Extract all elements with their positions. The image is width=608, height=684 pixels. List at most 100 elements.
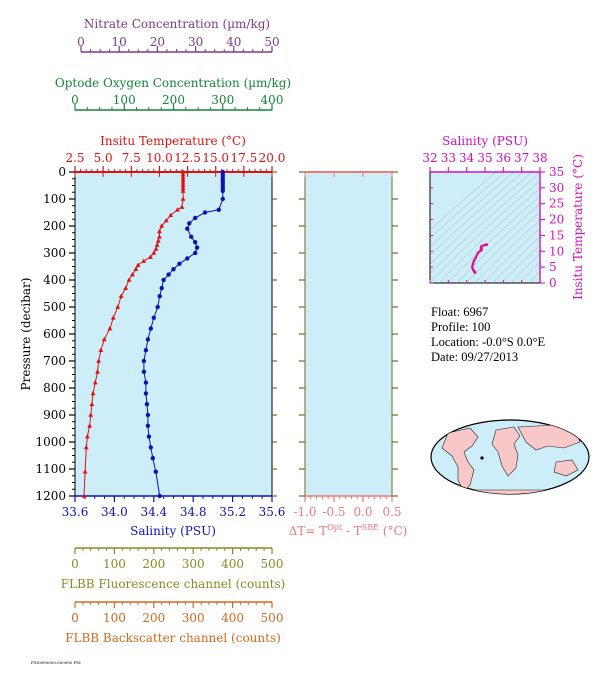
salinity-point	[155, 304, 160, 310]
flbb-fluorescence-tick-label: 0	[71, 557, 79, 571]
profile-panel: 2.5 5.0 7.5 10.0 12.5 15.0 17.5 20.0 0 100 200 300…	[35, 151, 285, 519]
pressure-tick-label: 900	[43, 408, 66, 422]
ts-salinity-tick-label: 35	[477, 151, 492, 165]
location: Location: -0.0°S 0.0°E	[431, 335, 546, 349]
temperature-point	[180, 172, 186, 177]
salinity-point	[185, 226, 190, 231]
temperature-tick-label: 12.5	[174, 151, 201, 165]
oxygen-axis-label: Optode Oxygen Concentration (µm/kg)	[55, 76, 291, 90]
temperature-series	[81, 169, 186, 498]
delta-t-panel-background	[304, 171, 393, 497]
salinity-point	[159, 285, 164, 291]
flbb-fluorescence-tick-label: 300	[182, 557, 205, 571]
temperature-point	[180, 196, 186, 201]
temperature-point	[126, 277, 132, 282]
temperature-point	[96, 358, 102, 363]
temperature-tick-label: 10.0	[146, 151, 173, 165]
isopycnal-curve	[430, 172, 515, 248]
ts-profile-point	[471, 262, 475, 266]
ts-temperature-tick-label: 20	[549, 213, 564, 227]
temperature-point	[110, 315, 116, 320]
pressure-tick-label: 200	[43, 219, 66, 233]
ts-profile-point	[470, 265, 474, 269]
temperature-point	[101, 336, 107, 342]
temperature-point	[135, 262, 141, 267]
temperature-point	[180, 180, 186, 185]
salinity-point	[148, 445, 153, 450]
temperature-point	[180, 182, 186, 188]
temperature-point	[180, 177, 186, 182]
temperature-point	[90, 390, 96, 396]
temperature-axis-label: Insitu Temperature (°C)	[100, 134, 246, 148]
delta-t-label-mid: - T	[342, 524, 362, 538]
delta-t-label-sup2: SBE	[362, 523, 379, 532]
temperature-point	[155, 238, 161, 243]
salinity-tick-label: 34.4	[140, 505, 167, 519]
flbb-backscatter-tick-label: 0	[71, 611, 79, 625]
nitrate-axis: Nitrate Concentration (µm/kg) 0 10 20 30 40 5…	[77, 17, 280, 53]
profile-panel-background	[74, 171, 273, 497]
temperature-point	[180, 169, 186, 174]
flbb-fluorescence-axis: 0 100 200 300 400 500 FLBB Fluorescence chann…	[61, 547, 286, 591]
salinity-point	[141, 358, 147, 364]
salinity-point	[157, 493, 162, 499]
ts-salinity-tick-label: 36	[496, 151, 511, 165]
flbb-backscatter-tick-label: 300	[182, 611, 205, 625]
salinity-point	[171, 267, 176, 272]
ts-temperature-tick-label: 25	[549, 197, 564, 211]
nitrate-tick-label: 0	[77, 35, 85, 49]
flbb-fluorescence-axis-label: FLBB Fluorescence channel (counts)	[61, 577, 286, 591]
temperature-point	[82, 469, 88, 474]
temperature-point	[175, 207, 180, 212]
salinity-point	[216, 207, 221, 212]
ts-profile-point	[474, 256, 478, 259]
temperature-point	[148, 254, 153, 259]
salinity-point	[177, 261, 182, 266]
profile-number: Profile: 100	[431, 320, 490, 334]
delta-t-label-end: (°C)	[379, 524, 407, 538]
pressure-tick-label: 0	[58, 165, 66, 179]
temperature-point	[180, 174, 186, 180]
salinity-point	[148, 326, 153, 331]
temperature-point	[115, 304, 121, 309]
delta-t-label-main: ΔT= T	[289, 524, 328, 538]
salinity-point	[193, 250, 198, 256]
salinity-tick-label: 34.0	[101, 505, 128, 519]
isopycnal-curve	[510, 253, 540, 283]
pressure-tick-label: 1100	[35, 462, 66, 476]
temperature-point	[107, 326, 113, 331]
salinity-point	[144, 402, 150, 407]
float-location-marker	[480, 456, 484, 460]
isopycnal-curve	[438, 187, 540, 283]
ts-salinity-tick-label: 38	[532, 151, 547, 165]
isopycnal-curve	[430, 172, 497, 231]
delta-t-axis-label: ΔT= TOpt - TSBE (°C)	[289, 523, 408, 538]
salinity-point	[189, 234, 194, 239]
flbb-backscatter-tick-label: 200	[142, 611, 165, 625]
salinity-point	[145, 337, 151, 342]
salinity-point	[193, 215, 198, 221]
salinity-point	[166, 272, 171, 277]
pressure-tick-label: 800	[43, 381, 66, 395]
ts-profile-point	[480, 244, 484, 248]
delta-t-tick-label: -1.0	[293, 505, 316, 519]
date: Date: 09/27/2013	[431, 350, 518, 364]
temperature-point	[163, 218, 169, 223]
oxygen-tick-label: 300	[211, 93, 234, 107]
pressure-tick-label: 700	[43, 354, 66, 368]
salinity-point	[143, 391, 149, 396]
temperature-point	[123, 285, 129, 290]
flbb-backscatter-tick-label: 400	[221, 611, 244, 625]
temperature-point	[81, 493, 87, 498]
salinity-point	[220, 196, 225, 202]
temperature-point	[151, 250, 157, 255]
nitrate-tick-label: 20	[150, 35, 165, 49]
ts-temperature-tick-label: 35	[549, 165, 564, 179]
ts-profile-series	[470, 243, 489, 274]
ts-profile-point	[471, 268, 475, 272]
salinity-point	[150, 456, 155, 461]
ts-salinity-tick-label: 34	[459, 151, 475, 165]
temperature-tick-label: 2.5	[65, 151, 84, 165]
